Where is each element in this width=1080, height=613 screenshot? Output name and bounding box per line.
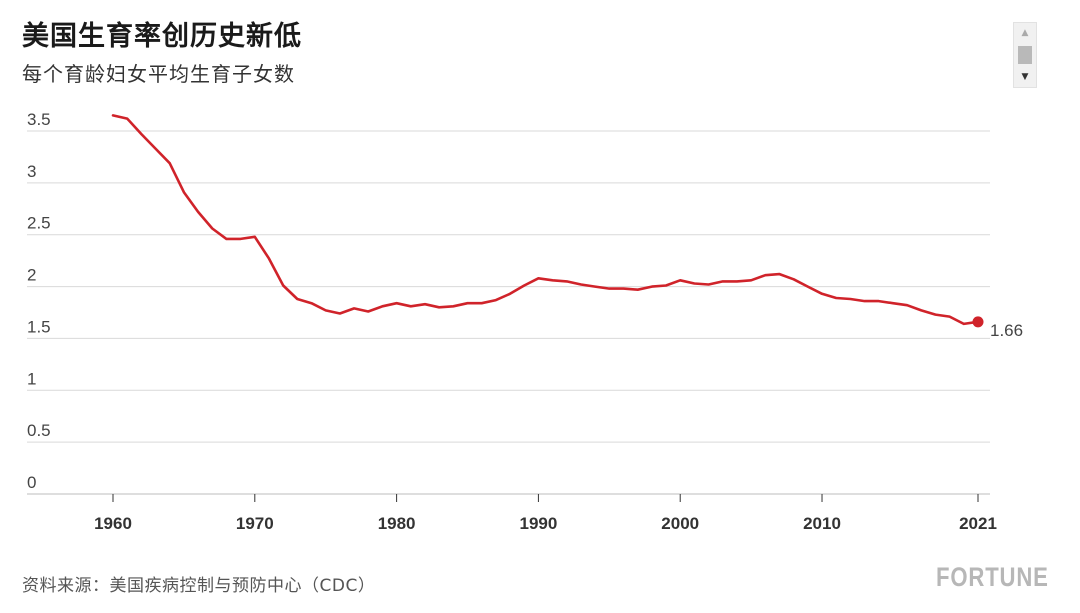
series-line-layer <box>111 114 980 326</box>
grid-lines <box>27 130 990 495</box>
y-tick-label: 2 <box>27 266 36 285</box>
y-tick-label: 1 <box>27 369 36 388</box>
y-tick-label: 3.5 <box>27 110 51 129</box>
chart-subtitle: 每个育龄妇女平均生育子女数 <box>22 62 295 86</box>
scroll-down-arrow-icon[interactable]: ▼ <box>1021 72 1029 82</box>
vertical-scrollbar[interactable]: ▲ ▼ <box>1013 22 1037 88</box>
x-tick-label: 2021 <box>959 514 997 533</box>
endpoint-marker <box>972 316 984 328</box>
fortune-logo: FORTUNE <box>936 562 1049 592</box>
x-tick-label: 1970 <box>236 514 274 533</box>
x-tick-label: 1960 <box>94 514 132 533</box>
endpoint-value-label: 1.66 <box>990 321 1023 340</box>
y-tick-label: 0 <box>27 473 36 492</box>
x-axis: 1960 1970 1980 1990 2000 2010 2021 <box>94 494 997 533</box>
x-tick-label: 1980 <box>378 514 416 533</box>
y-axis-tick-labels: 0 0.5 1 1.5 2 2.5 3 3.5 <box>27 110 51 492</box>
scrollbar-thumb[interactable] <box>1018 46 1032 64</box>
y-tick-label: 0.5 <box>27 421 51 440</box>
series-line <box>111 114 980 326</box>
annotation-layer: 1.66 <box>972 316 1023 340</box>
x-tick-label: 1990 <box>519 514 557 533</box>
y-tick-label: 2.5 <box>27 214 51 233</box>
source-note: 资料来源：美国疾病控制与预防中心（CDC） <box>22 576 376 596</box>
y-tick-label: 3 <box>27 162 36 181</box>
x-tick-label: 2000 <box>661 514 699 533</box>
y-tick-label: 1.5 <box>27 317 51 336</box>
scroll-up-arrow-icon[interactable]: ▲ <box>1021 28 1029 38</box>
chart-title: 美国生育率创历史新低 <box>22 21 302 52</box>
x-tick-label: 2010 <box>803 514 841 533</box>
